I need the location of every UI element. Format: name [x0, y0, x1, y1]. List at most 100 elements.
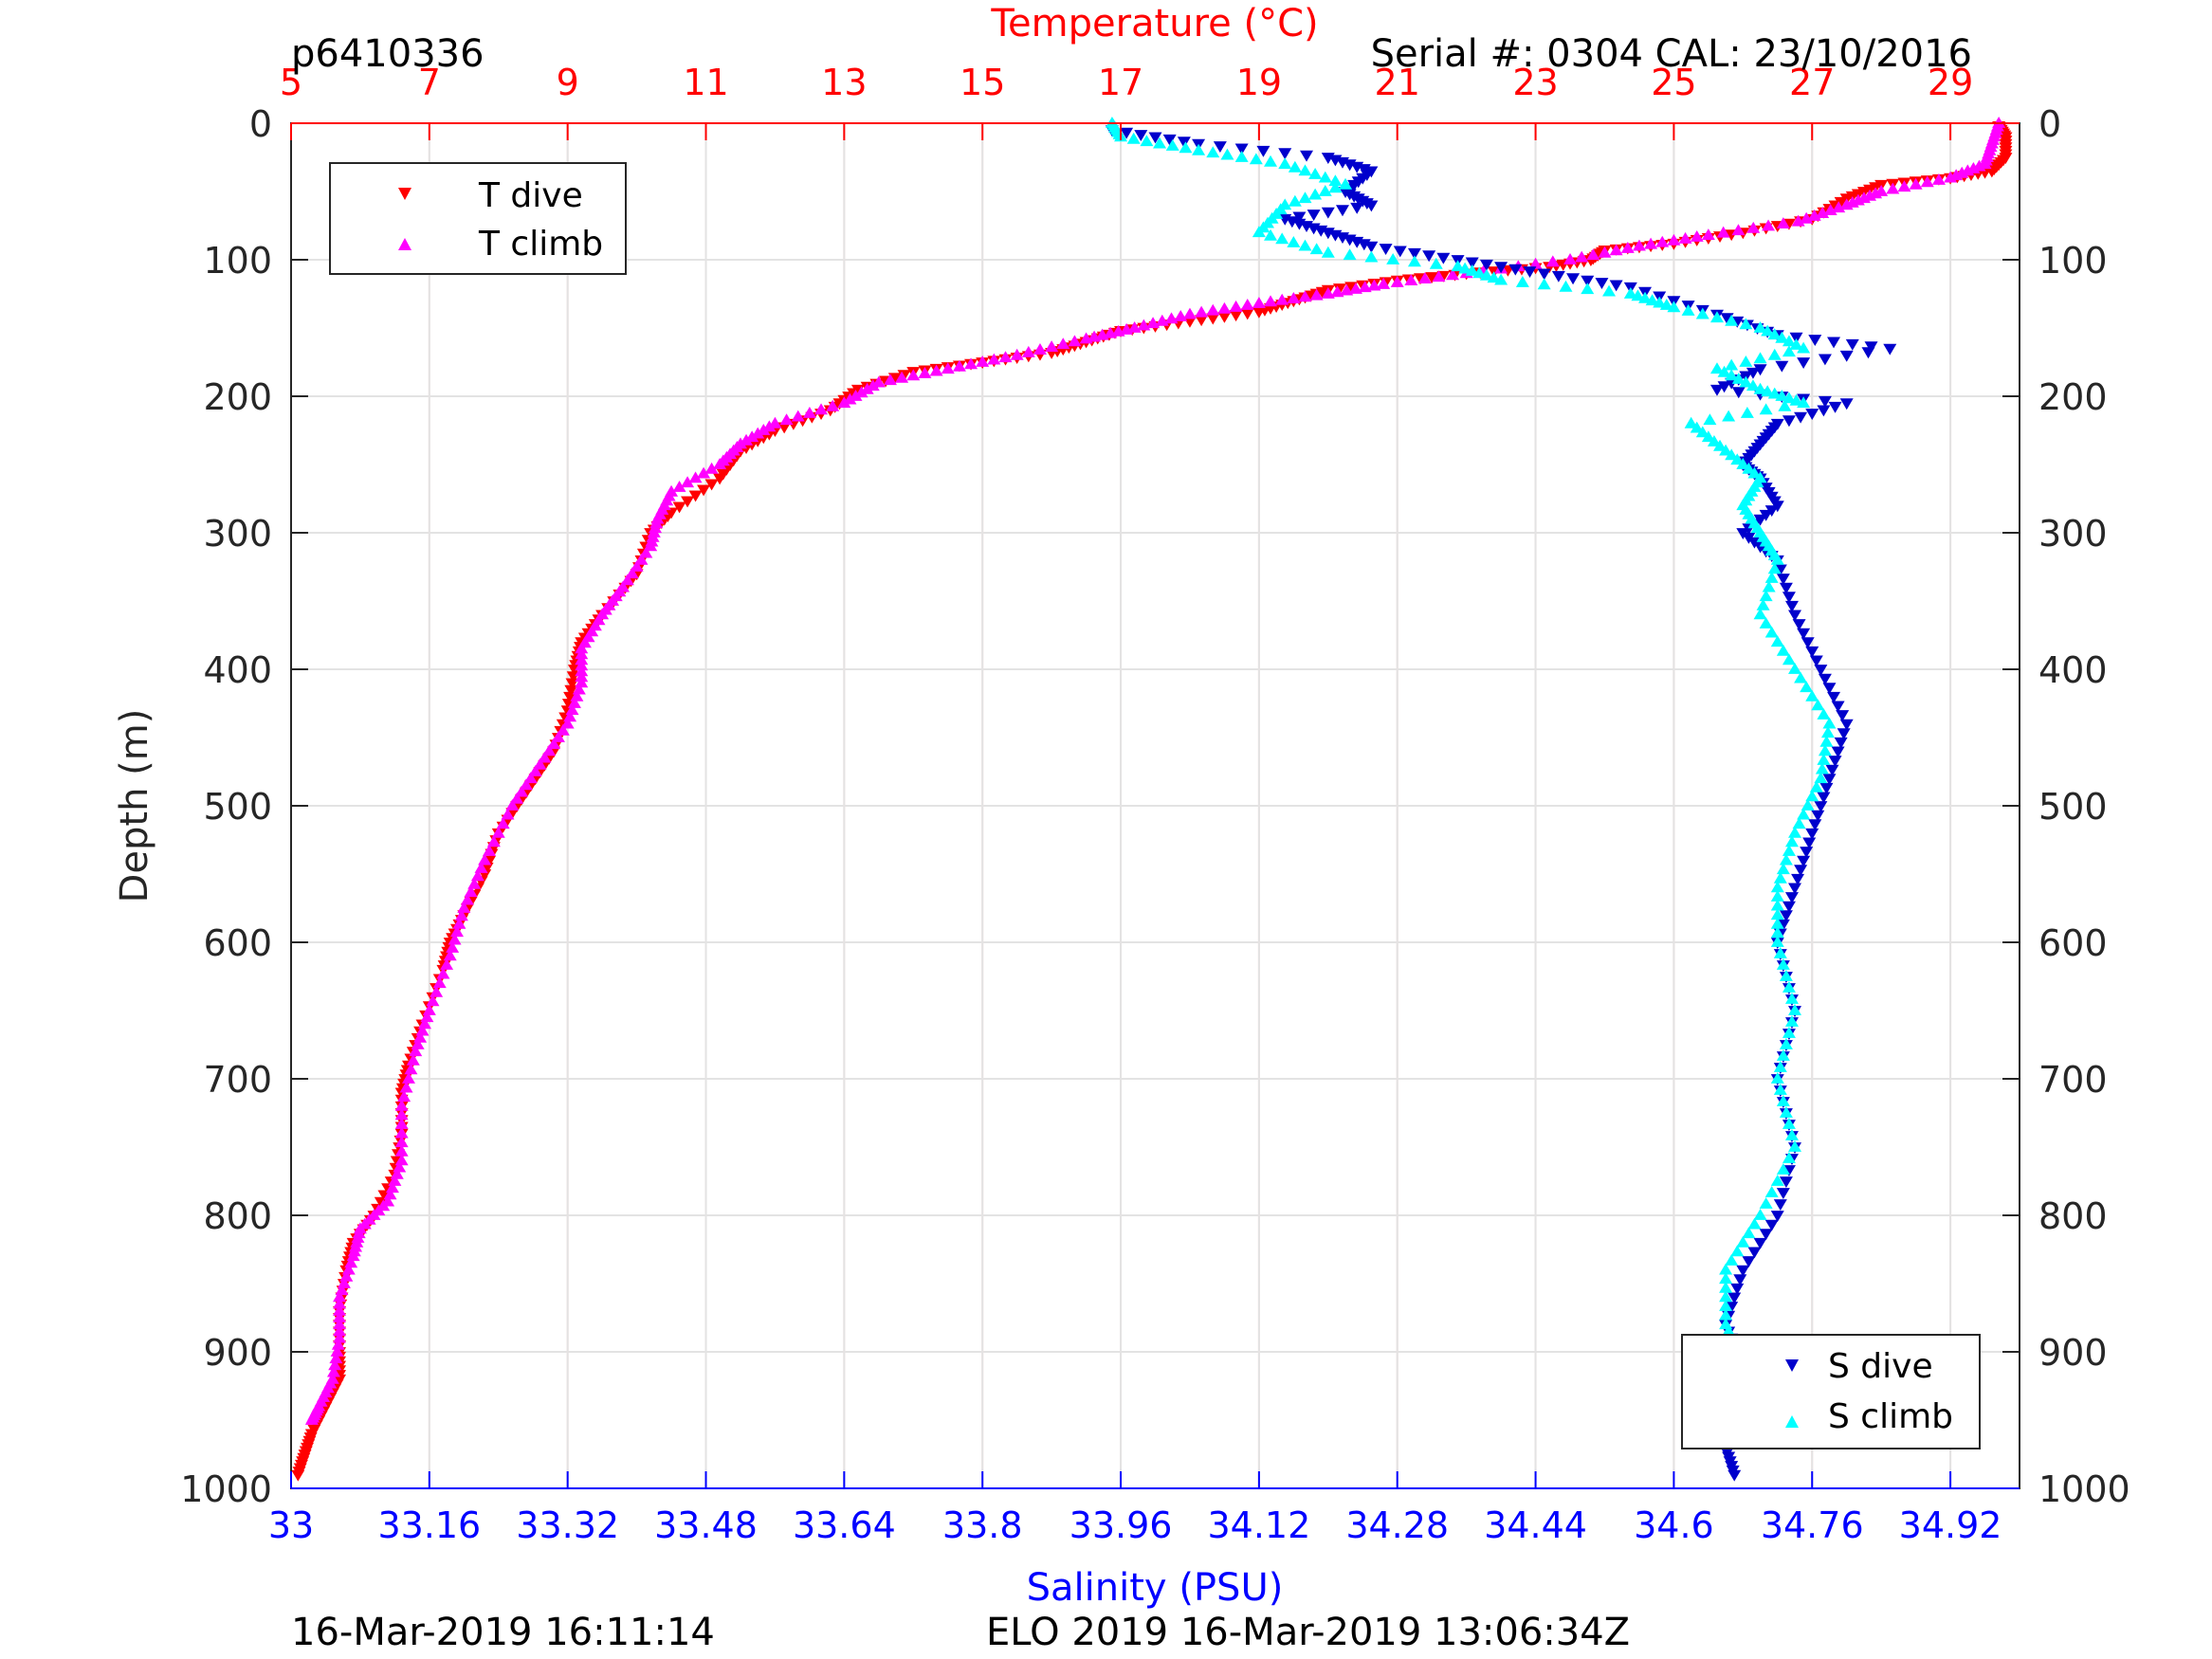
t-climb-marker	[1104, 326, 1118, 338]
s-climb-marker	[1736, 458, 1750, 469]
s-dive-marker	[1782, 415, 1796, 428]
s-climb-marker	[1719, 1263, 1733, 1275]
t-climb-marker	[560, 717, 575, 729]
s-climb-marker	[1773, 1061, 1787, 1072]
t-climb-marker	[1909, 177, 1923, 190]
s-dive-marker	[1162, 134, 1177, 146]
plot-timestamp: 16-Mar-2019 16:11:14	[291, 1611, 715, 1654]
s-dive-marker	[1818, 395, 1832, 408]
t-climb-marker	[1206, 303, 1220, 316]
t-climb-marker	[565, 703, 579, 716]
temperature-tick-label: 19	[1236, 62, 1282, 103]
t-climb-marker	[779, 413, 794, 426]
t-climb-marker	[1195, 305, 1209, 318]
t-climb-marker	[1348, 282, 1362, 294]
s-dive-marker	[1811, 810, 1825, 822]
t-climb-marker	[625, 567, 639, 579]
s-climb-legend-marker	[1785, 1415, 1799, 1428]
t-climb-marker	[1920, 175, 1934, 188]
s-dive-marker	[1883, 343, 1897, 356]
s-climb-marker	[1126, 132, 1141, 144]
s-dive-marker	[1864, 341, 1878, 354]
s-climb-marker	[1623, 287, 1637, 299]
t-climb-marker	[399, 1081, 413, 1093]
t-dive-marker	[1206, 313, 1220, 325]
depth-tick-label-left: 300	[203, 513, 272, 555]
s-climb-marker	[1739, 375, 1753, 388]
s-dive-marker	[1177, 137, 1191, 149]
s-dive-marker	[1595, 278, 1609, 289]
s-dive-marker	[1307, 210, 1321, 221]
s-climb-marker	[1770, 1175, 1784, 1186]
s-climb-marker	[1746, 379, 1760, 392]
t-dive-marker	[480, 862, 494, 874]
s-climb-marker	[1753, 1209, 1767, 1220]
t-climb-marker	[688, 471, 703, 483]
t-climb-marker	[1377, 277, 1391, 289]
t-climb-marker	[390, 1167, 404, 1179]
s-climb-marker	[1784, 1015, 1799, 1027]
t-climb-marker	[394, 1136, 409, 1148]
axes: 0 0 100 100 200 200 300 300 400 400 500 500 600 600 70…	[180, 62, 2130, 1546]
s-climb-marker	[1782, 981, 1796, 993]
s-climb-marker	[1776, 958, 1790, 970]
t-climb-marker	[420, 1011, 434, 1023]
salinity-tick-label: 33.8	[942, 1504, 1023, 1546]
s-climb-marker	[1770, 926, 1784, 939]
t-climb-marker	[713, 458, 727, 469]
s-climb-marker	[1814, 772, 1828, 784]
s-climb-marker	[1249, 153, 1263, 165]
t-climb-marker	[1678, 231, 1692, 244]
t-climb-marker	[1807, 209, 1821, 221]
s-climb-marker	[1767, 387, 1782, 399]
t-climb-marker	[1644, 237, 1658, 249]
depth-tick-label-left: 500	[203, 786, 272, 828]
t-climb-marker	[704, 462, 719, 474]
t-dive-marker	[713, 473, 727, 485]
t-climb-marker	[404, 1063, 418, 1075]
t-climb-marker	[1800, 211, 1814, 224]
s-dive-marker	[1797, 357, 1811, 369]
s-climb-marker	[1695, 426, 1709, 438]
s-climb-marker	[1487, 271, 1501, 283]
s-climb-marker	[1725, 448, 1739, 461]
s-climb-marker	[1822, 717, 1837, 729]
s-climb-marker	[1792, 817, 1806, 830]
depth-tick-label-right: 400	[2038, 649, 2108, 691]
t-climb-marker	[1275, 293, 1289, 305]
temperature-tick-label: 13	[821, 62, 867, 103]
t-climb-marker	[330, 1345, 344, 1357]
s-climb-marker	[1788, 826, 1802, 838]
s-climb-marker	[1817, 754, 1831, 765]
s-dive-marker	[1805, 646, 1819, 658]
t-climb-marker	[1731, 224, 1746, 236]
depth-tick-label-left: 0	[249, 103, 272, 145]
depth-tick-label-left: 700	[203, 1059, 272, 1101]
t-climb-marker	[1746, 221, 1761, 233]
s-dive-marker	[1350, 202, 1364, 214]
s-climb-marker	[1653, 296, 1667, 308]
t-climb-marker	[1620, 242, 1635, 253]
s-dive-marker	[1759, 1229, 1773, 1241]
t-climb-marker	[1839, 198, 1854, 210]
s-dive-marker	[1827, 337, 1841, 349]
t-climb-marker	[1655, 235, 1670, 247]
s-dive-marker	[1407, 247, 1421, 260]
temperature-tick-label: 5	[280, 62, 302, 103]
t-climb-marker	[440, 958, 454, 970]
t-climb-marker	[450, 925, 465, 938]
s-dive-marker	[1747, 1247, 1762, 1259]
s-dive-marker	[1566, 273, 1581, 285]
s-dive-marker	[1775, 360, 1789, 373]
s-dive-marker	[1794, 865, 1808, 877]
t-climb-marker	[1056, 337, 1070, 350]
s-dive-marker	[1436, 252, 1451, 264]
s-dive-marker	[1817, 405, 1831, 417]
s-climb-marker	[1770, 881, 1784, 893]
t-climb-marker	[1545, 255, 1560, 267]
t-climb-marker	[333, 1324, 347, 1337]
t-climb-marker	[1417, 272, 1432, 284]
depth-tick-label-right: 600	[2038, 922, 2108, 964]
t-climb-marker	[1330, 285, 1344, 298]
